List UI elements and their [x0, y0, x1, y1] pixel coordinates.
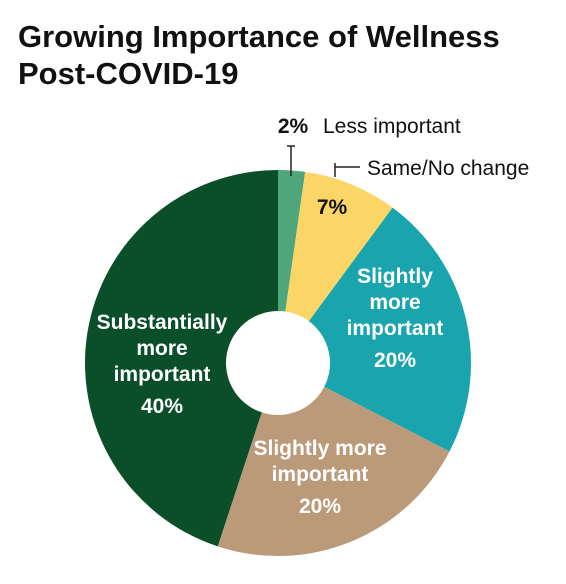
slice-same-no-change [278, 171, 393, 363]
slice-labels: 2% Less important 7% Same/No change Slightly… [97, 115, 530, 518]
slice-label-slightly-more-important-line-1: Slightly more [253, 437, 386, 460]
slice-label-less-important: Less important [323, 115, 461, 138]
slice-label-substantially-more-important-line-1: Substantially [97, 311, 228, 334]
slice-label-slightly-more-important-line-2: important [272, 463, 369, 486]
slice-value-slightly-more-important: 20% [299, 495, 341, 518]
slice-label-same-no-change: Same/No change [367, 157, 529, 180]
slice-value-slightly-more-important: 20% [374, 349, 416, 372]
donut-slices [85, 170, 471, 556]
slice-value-substantially-more-important: 40% [141, 395, 183, 418]
donut-hole [226, 311, 330, 415]
slice-label-slightly-more-important-line-1: Slightly [357, 265, 433, 288]
chart-title: Growing Importance of Wellness Post-COVI… [18, 19, 500, 91]
slice-label-substantially-more-important-line-3: important [114, 363, 211, 386]
slice-slightly-more-important [278, 207, 471, 452]
slice-substantially-more-important [85, 170, 278, 547]
slice-value-less-important: 2% [278, 115, 309, 138]
slice-label-substantially-more-important-line-2: more [136, 337, 187, 360]
slice-label-slightly-more-important-line-2: more [369, 291, 420, 314]
slice-value-same-no-change: 7% [317, 196, 348, 219]
slice-label-slightly-more-important-line-3: important [347, 317, 444, 340]
leader-lines [287, 145, 360, 177]
